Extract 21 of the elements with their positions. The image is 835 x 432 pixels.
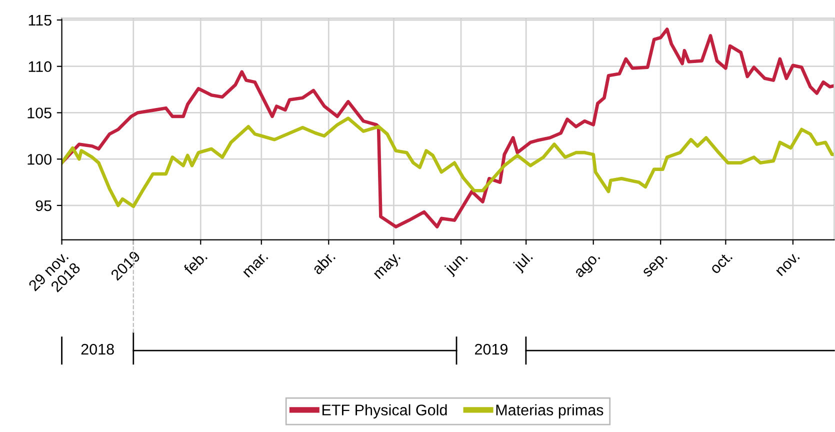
x-tick-label: oct. [710, 251, 733, 274]
x-tick-label: jun. [443, 250, 470, 278]
x-tick-label: nov. [776, 252, 800, 276]
y-tick-label: 110 [28, 61, 52, 72]
x-tick-label: abr. [311, 250, 336, 275]
y-tick-label: 95 [36, 200, 52, 212]
y-tick-label: 100 [28, 154, 52, 165]
x-tick-label: ago. [574, 252, 602, 280]
x-tick-label: mar. [243, 252, 268, 278]
legend-label: ETF Physical Gold [322, 404, 447, 418]
x-tick-label: may. [374, 252, 403, 282]
x-tick-label: sep. [642, 252, 670, 280]
text: 2018 [81, 344, 114, 355]
y-tick-label: 105 [28, 108, 52, 118]
x-tick-label: jul. [512, 250, 536, 274]
legend-label: Materias primas [496, 404, 604, 418]
line-series [62, 28, 834, 228]
x-tick-label: feb. [182, 250, 208, 276]
line-series [62, 116, 834, 208]
y-tick-label: 115 [28, 15, 52, 26]
text: 2019 [475, 344, 508, 355]
